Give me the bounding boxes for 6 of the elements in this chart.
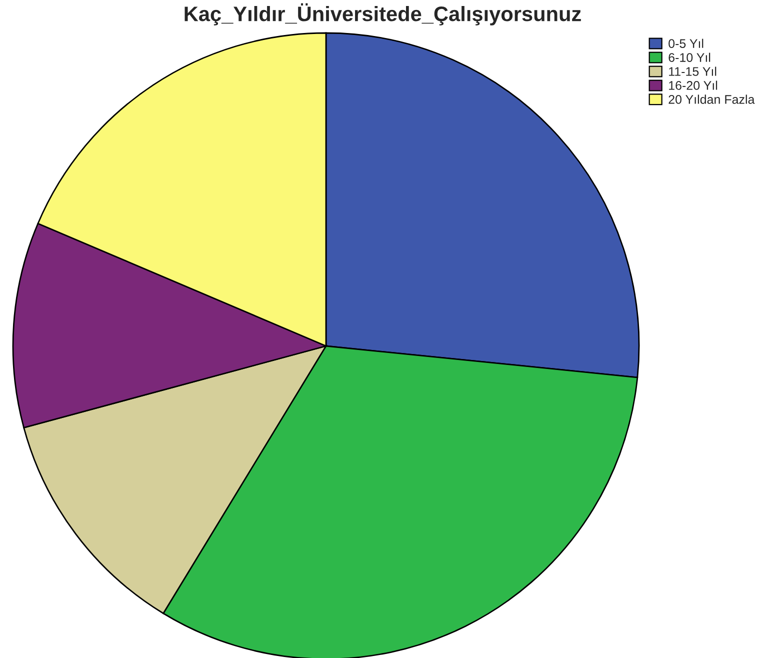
chart-title: Kaç_Yıldır_Üniversitede_Çalışıyorsunuz (184, 3, 581, 26)
legend-label: 6-10 Yıl (668, 52, 710, 62)
legend-label: 20 Yıldan Fazla (668, 94, 755, 104)
legend-label: 16-20 Yıl (669, 80, 718, 90)
legend-label: 11-15 Yıl (669, 66, 716, 76)
legend-label: 0-5 Yıl (668, 38, 704, 48)
